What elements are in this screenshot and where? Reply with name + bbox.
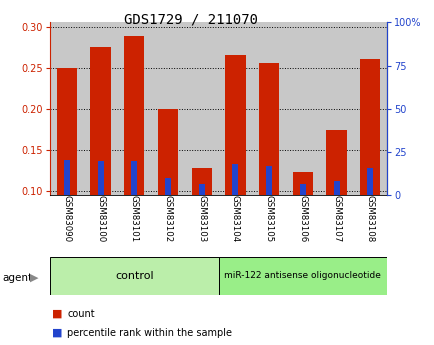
Text: ■: ■ bbox=[52, 328, 62, 338]
Bar bbox=[292, 172, 312, 195]
Bar bbox=[333, 181, 339, 195]
Bar bbox=[124, 36, 144, 195]
Text: GSM83108: GSM83108 bbox=[365, 195, 374, 242]
Bar bbox=[57, 68, 77, 195]
Bar bbox=[158, 109, 178, 195]
Bar bbox=[90, 47, 111, 195]
Text: miR-122 antisense oligonucleotide: miR-122 antisense oligonucleotide bbox=[224, 272, 381, 280]
Bar bbox=[151, 22, 184, 195]
Text: control: control bbox=[115, 271, 153, 281]
Text: GSM83090: GSM83090 bbox=[62, 195, 71, 242]
Bar bbox=[259, 63, 279, 195]
Bar bbox=[64, 160, 70, 195]
Text: GSM83106: GSM83106 bbox=[298, 195, 307, 242]
Text: GSM83107: GSM83107 bbox=[331, 195, 340, 242]
Bar bbox=[218, 257, 386, 295]
Bar bbox=[326, 130, 346, 195]
Bar bbox=[164, 178, 171, 195]
Bar bbox=[218, 22, 252, 195]
Text: percentile rank within the sample: percentile rank within the sample bbox=[67, 328, 232, 338]
Bar bbox=[252, 22, 286, 195]
Bar bbox=[131, 161, 137, 195]
Text: GDS1729 / 211070: GDS1729 / 211070 bbox=[124, 12, 258, 26]
Text: GSM83103: GSM83103 bbox=[197, 195, 206, 242]
Bar bbox=[191, 168, 211, 195]
Bar bbox=[117, 22, 151, 195]
Bar bbox=[198, 184, 204, 195]
Bar bbox=[232, 164, 238, 195]
Bar bbox=[353, 22, 386, 195]
Text: agent: agent bbox=[2, 273, 32, 283]
Bar bbox=[50, 257, 218, 295]
Bar bbox=[184, 22, 218, 195]
Bar bbox=[366, 168, 372, 195]
Bar bbox=[299, 184, 305, 195]
Text: GSM83102: GSM83102 bbox=[163, 195, 172, 242]
Bar bbox=[286, 22, 319, 195]
Bar bbox=[319, 22, 353, 195]
Text: GSM83101: GSM83101 bbox=[129, 195, 138, 242]
Text: GSM83104: GSM83104 bbox=[230, 195, 240, 242]
Bar bbox=[266, 166, 272, 195]
Text: GSM83105: GSM83105 bbox=[264, 195, 273, 242]
Bar bbox=[97, 161, 103, 195]
Text: ▶: ▶ bbox=[30, 273, 38, 283]
Bar bbox=[225, 55, 245, 195]
Text: ■: ■ bbox=[52, 309, 62, 319]
Text: GSM83100: GSM83100 bbox=[96, 195, 105, 242]
Bar bbox=[50, 22, 83, 195]
Bar bbox=[359, 59, 379, 195]
Bar bbox=[84, 22, 117, 195]
Text: count: count bbox=[67, 309, 95, 319]
